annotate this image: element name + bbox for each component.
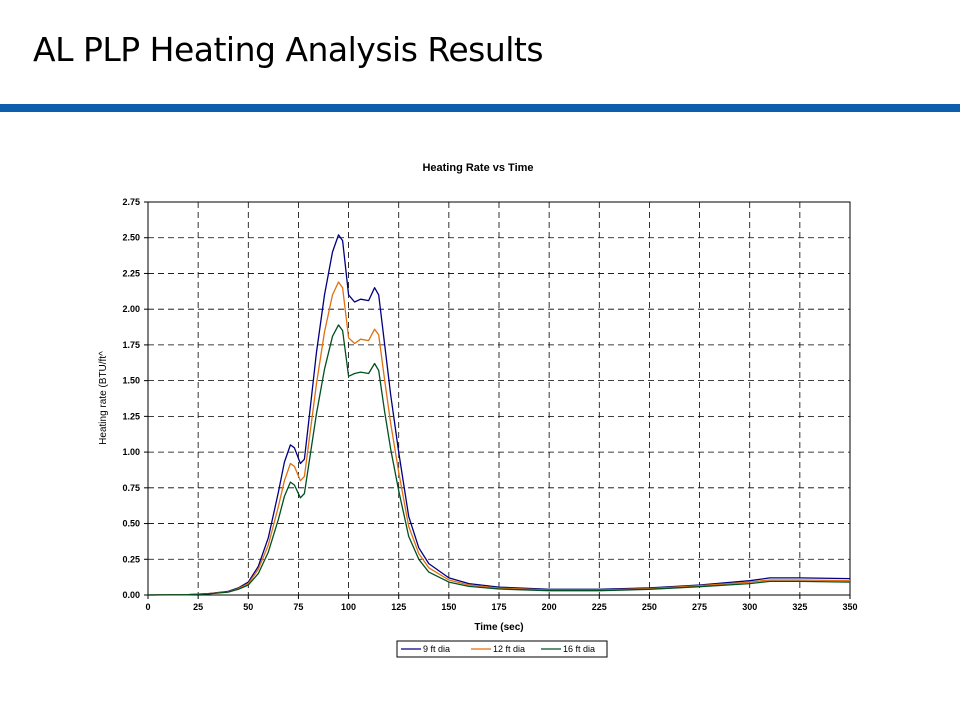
y-tick-label: 1.25 bbox=[122, 411, 140, 421]
series-line-12-ft-dia bbox=[147, 281, 851, 596]
x-tick-label: 50 bbox=[243, 602, 253, 612]
x-tick-label: 325 bbox=[792, 602, 807, 612]
x-tick-label: 150 bbox=[441, 602, 456, 612]
x-tick-label: 275 bbox=[692, 602, 707, 612]
legend-entry: 9 ft dia bbox=[423, 644, 450, 654]
x-axis-label: Time (sec) bbox=[474, 622, 523, 633]
x-tick-label: 200 bbox=[542, 602, 557, 612]
y-tick-label: 0.25 bbox=[122, 554, 140, 564]
y-tick-label: 2.25 bbox=[122, 268, 140, 278]
legend-entry: 16 ft dia bbox=[563, 644, 595, 654]
title-divider bbox=[0, 104, 960, 112]
y-tick-label: 0.50 bbox=[122, 519, 140, 529]
chart-legend: 9 ft dia 12 ft dia 16 ft dia bbox=[396, 640, 608, 658]
y-axis-label: Heating rate (BTU/ft^ bbox=[98, 351, 109, 445]
x-tick-label: 250 bbox=[642, 602, 657, 612]
x-tick-label: 300 bbox=[742, 602, 757, 612]
chart-title: Heating Rate vs Time bbox=[422, 162, 533, 174]
legend-box bbox=[396, 640, 608, 658]
y-tick-label: 1.75 bbox=[122, 340, 140, 350]
chart-grid bbox=[148, 202, 850, 595]
series-line-16-ft-dia bbox=[147, 324, 851, 596]
series-lines bbox=[147, 234, 851, 596]
y-axis-ticks: 0.00 0.25 0.50 0.75 1.00 1.25 1.50 1.75 2.00 2.25… bbox=[122, 197, 148, 600]
y-tick-label: 2.00 bbox=[122, 304, 140, 314]
x-tick-label: 225 bbox=[592, 602, 607, 612]
legend-entry: 12 ft dia bbox=[493, 644, 525, 654]
x-tick-label: 25 bbox=[193, 602, 203, 612]
y-tick-label: 0.75 bbox=[122, 483, 140, 493]
y-tick-label: 2.50 bbox=[122, 233, 140, 243]
x-tick-label: 0 bbox=[145, 602, 150, 612]
x-tick-label: 350 bbox=[842, 602, 857, 612]
y-tick-label: 2.75 bbox=[122, 197, 140, 207]
y-tick-label: 1.50 bbox=[122, 376, 140, 386]
y-tick-label: 0.00 bbox=[122, 590, 140, 600]
x-tick-label: 125 bbox=[391, 602, 406, 612]
x-axis-ticks: 0 25 50 75 100 125 150 175 200 225 250 275 300 325 350 bbox=[145, 595, 858, 612]
x-tick-label: 75 bbox=[293, 602, 303, 612]
y-tick-label: 1.00 bbox=[122, 447, 140, 457]
slide-title: AL PLP Heating Analysis Results bbox=[33, 30, 544, 69]
series-line-9-ft-dia bbox=[147, 234, 851, 596]
x-tick-label: 175 bbox=[491, 602, 506, 612]
x-tick-label: 100 bbox=[341, 602, 356, 612]
